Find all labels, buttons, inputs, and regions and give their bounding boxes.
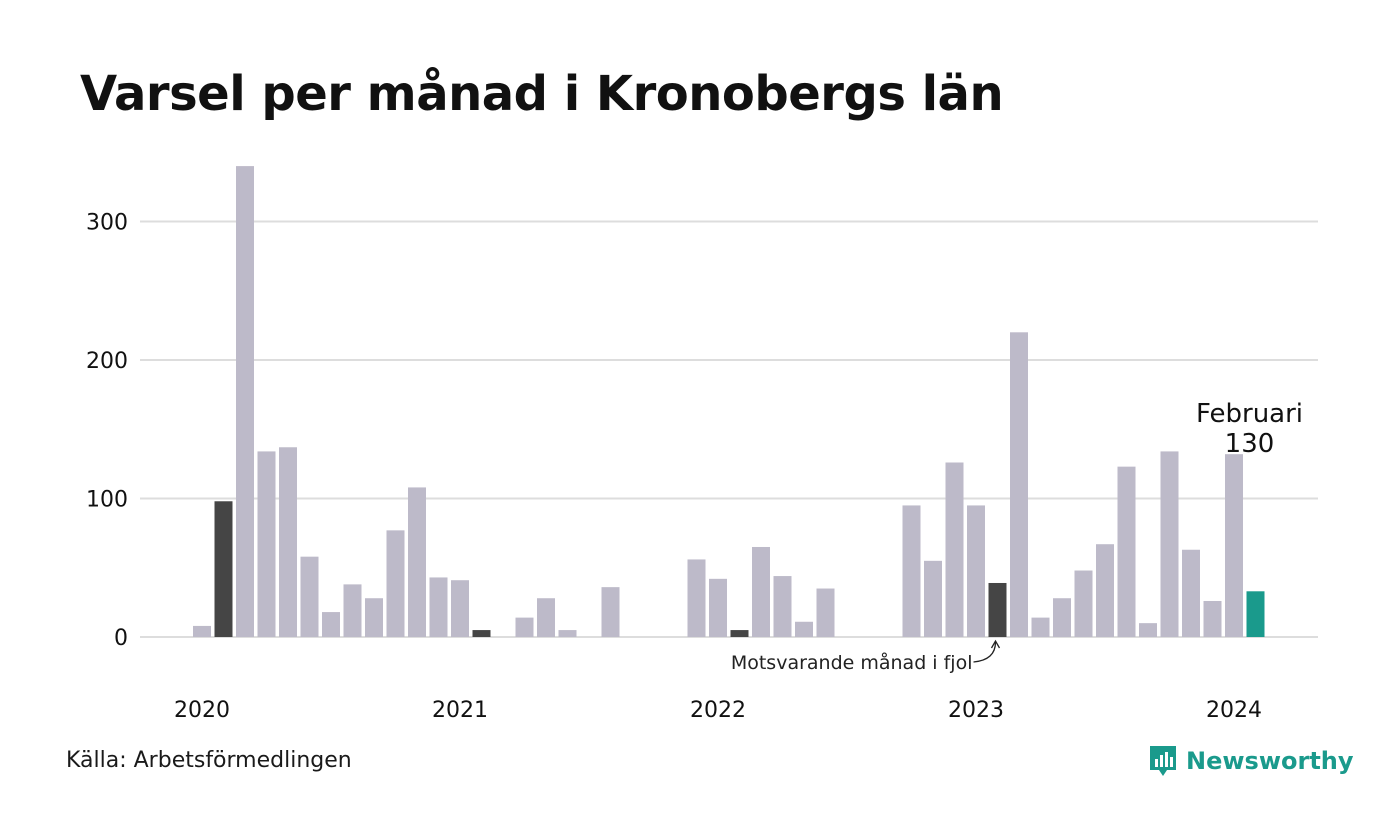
x-tick-label-2024: 2024 (1206, 698, 1262, 723)
bar-2023-12 (1203, 600, 1222, 637)
bar-2020-08 (343, 584, 362, 637)
bar-2020-01 (193, 625, 211, 637)
bar-2022-06 (816, 588, 835, 637)
fjol-annotation-arrow (973, 641, 997, 663)
bar-2022-05 (795, 621, 813, 637)
bar-2022-04 (773, 576, 792, 637)
x-tick-label-2021: 2021 (432, 698, 488, 723)
bar-2023-02 (988, 582, 1007, 637)
bar-2020-07 (322, 612, 340, 637)
bar-2022-01 (709, 578, 727, 637)
x-tick-label-2022: 2022 (690, 698, 746, 723)
page-title: Varsel per månad i Kronobergs län (80, 66, 1004, 122)
bar-2022-02 (730, 630, 749, 637)
fjol-annotation-text: Motsvarande månad i fjol (731, 651, 973, 674)
bar-2023-07 (1096, 544, 1114, 637)
bar-2022-12 (945, 462, 964, 637)
bar-2023-05 (1053, 598, 1071, 637)
bar-2023-01 (967, 505, 985, 637)
y-tick-label-300: 300 (86, 211, 128, 236)
bar-2021-12 (687, 559, 706, 637)
annotation-value-label: 130 (1225, 429, 1275, 459)
bar-2020-09 (365, 598, 383, 637)
annotation-month-label: Februari (1196, 399, 1303, 429)
newsworthy-logo-icon (1150, 746, 1176, 776)
source-text: Källa: Arbetsförmedlingen (66, 748, 352, 773)
bar-2023-03 (1010, 332, 1028, 637)
bar-2021-01 (451, 580, 469, 637)
bar-2023-10 (1160, 451, 1179, 637)
bar-2023-08 (1117, 466, 1136, 637)
x-tick-label-2020: 2020 (174, 698, 230, 723)
bar-2021-08 (601, 587, 620, 637)
y-tick-label-0: 0 (114, 626, 128, 651)
bar-2021-04 (515, 617, 534, 637)
fjol-annotation-arrowhead (990, 639, 1001, 649)
bar-2020-02 (214, 501, 233, 637)
newsworthy-logo-text: Newsworthy (1186, 747, 1354, 775)
bar-2024-02 (1246, 591, 1265, 637)
bar-2020-06 (300, 556, 319, 637)
bar-2020-05 (279, 447, 297, 637)
x-tick-label-2023: 2023 (948, 698, 1004, 723)
bar-2022-03 (752, 546, 770, 637)
bar-2022-11 (924, 560, 942, 637)
bar-2024-01 (1225, 454, 1243, 637)
newsworthy-logo[interactable]: Newsworthy (1148, 744, 1354, 778)
y-tick-label-100: 100 (86, 488, 128, 513)
bar-2020-11 (408, 487, 426, 637)
y-tick-label-200: 200 (86, 349, 128, 374)
bar-2021-02 (472, 630, 491, 637)
bar-2020-12 (429, 577, 448, 637)
bar-2023-09 (1139, 623, 1157, 637)
bar-2022-10 (902, 505, 921, 637)
bar-2023-04 (1031, 617, 1050, 637)
bar-2023-11 (1182, 549, 1200, 637)
bar-2023-06 (1074, 570, 1093, 637)
bar-2021-06 (558, 630, 577, 637)
bar-2020-10 (386, 530, 405, 637)
bar-2021-05 (537, 598, 555, 637)
bar-2020-03 (236, 166, 254, 637)
bar-2020-04 (257, 451, 276, 637)
